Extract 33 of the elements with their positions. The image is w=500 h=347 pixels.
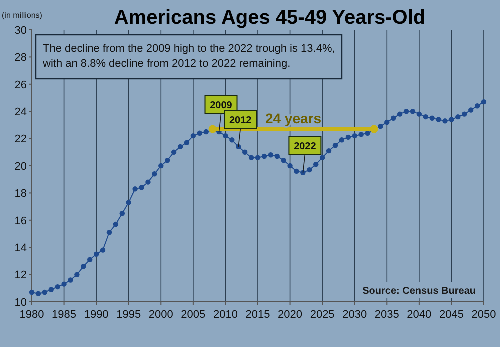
y-tick-label: 28 — [14, 52, 27, 64]
y-tick-label: 24 — [14, 106, 27, 118]
y-tick-label: 22 — [14, 134, 27, 146]
y-tick-label: 30 — [14, 24, 27, 37]
x-tick-label: 1985 — [52, 309, 77, 321]
x-tick-label: 2035 — [374, 309, 400, 321]
y-tick-label: 10 — [14, 296, 27, 309]
x-tick-label: 1995 — [116, 309, 142, 321]
annotation: The decline from the 2009 high to the 2022 trough is 13.4%, with an 8.8% decline from 2012 to 2022 remaining. — [42, 43, 336, 70]
x-tick-label: 2045 — [439, 309, 464, 321]
annotation: Source: Census Bureau — [362, 286, 476, 297]
x-tick-label: 2025 — [310, 309, 335, 321]
x-tick-label: 1980 — [20, 309, 44, 321]
y-axis-title: (in millions) — [2, 11, 43, 20]
x-tick-label: 2005 — [181, 309, 206, 321]
chart-title: Americans Ages 45-49 Years-Old — [114, 7, 426, 29]
y-tick-label: 18 — [14, 188, 27, 200]
x-tick-label: 2000 — [148, 309, 174, 321]
x-tick-label: 1990 — [84, 309, 109, 321]
x-tick-label: 2050 — [472, 309, 496, 321]
x-tick-label: 2040 — [407, 309, 432, 321]
x-tick-label: 2015 — [246, 309, 270, 321]
annotation: 2012 — [230, 115, 252, 126]
x-tick-label: 2020 — [278, 309, 303, 321]
y-tick-label: 14 — [14, 242, 27, 254]
y-tick-label: 16 — [14, 215, 27, 228]
x-tick-label: 2030 — [342, 309, 368, 321]
annotation: 2009 — [210, 100, 233, 112]
x-tick-label: 2010 — [213, 309, 238, 321]
annotation: 2022 — [294, 141, 317, 152]
y-tick-label: 12 — [14, 270, 27, 282]
y-tick-label: 20 — [14, 160, 27, 173]
y-tick-label: 26 — [14, 79, 27, 92]
